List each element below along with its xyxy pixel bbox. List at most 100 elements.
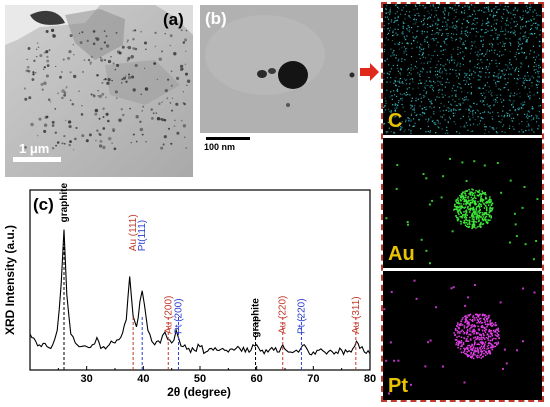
- tem-particle: [100, 47, 103, 50]
- carbon-dot: [525, 10, 527, 12]
- element-dot: [476, 314, 479, 316]
- element-dot: [461, 344, 463, 346]
- carbon-dot: [393, 131, 395, 133]
- element-dot: [484, 330, 486, 332]
- element-dot: [486, 208, 488, 211]
- carbon-dot: [470, 83, 472, 85]
- element-dot: [471, 201, 474, 203]
- carbon-dot: [477, 116, 479, 118]
- carbon-dot: [536, 79, 538, 81]
- panel-label-b: (b): [205, 9, 227, 28]
- carbon-dot: [403, 78, 405, 80]
- carbon-dot: [397, 15, 399, 17]
- tem-particle: [81, 31, 84, 34]
- carbon-dot: [405, 91, 408, 93]
- carbon-dot: [422, 24, 424, 26]
- carbon-dot: [514, 109, 516, 111]
- carbon-dot: [441, 25, 444, 27]
- tem-particle: [186, 79, 191, 84]
- carbon-dot: [496, 94, 498, 96]
- carbon-dot: [468, 109, 470, 111]
- element-dot: [478, 216, 480, 219]
- element-dot: [469, 203, 472, 205]
- carbon-dot: [384, 105, 386, 107]
- element-dot: [424, 365, 427, 368]
- tem-particle: [120, 82, 123, 84]
- carbon-dot: [472, 109, 474, 112]
- carbon-dot: [538, 67, 540, 69]
- element-dot: [472, 213, 474, 216]
- carbon-dot: [506, 20, 508, 22]
- element-dot: [393, 359, 396, 362]
- carbon-dot: [442, 33, 444, 35]
- carbon-dot: [450, 59, 453, 61]
- element-dot: [486, 320, 489, 323]
- carbon-dot: [447, 35, 449, 37]
- carbon-dot: [459, 69, 461, 71]
- carbon-dot: [394, 17, 396, 19]
- carbon-dot: [522, 26, 524, 28]
- carbon-dot: [383, 28, 385, 30]
- element-dot: [489, 339, 491, 342]
- carbon-dot: [413, 109, 415, 111]
- carbon-dot: [422, 48, 424, 50]
- element-dot: [472, 189, 474, 191]
- carbon-dot: [427, 10, 429, 12]
- carbon-dot: [467, 92, 469, 94]
- carbon-dot: [519, 37, 521, 39]
- xrd-peak-label: graphite: [251, 298, 262, 338]
- carbon-dot: [444, 132, 446, 134]
- element-dot: [474, 349, 476, 352]
- carbon-dot: [523, 52, 525, 55]
- carbon-dot: [465, 98, 467, 100]
- carbon-dot: [395, 32, 397, 34]
- carbon-dot: [479, 67, 481, 69]
- carbon-dot: [515, 53, 517, 55]
- carbon-dot: [385, 37, 387, 39]
- tem-particle: [92, 42, 96, 46]
- element-dot: [500, 191, 503, 194]
- carbon-dot: [530, 25, 532, 27]
- carbon-dot: [530, 20, 532, 22]
- carbon-dot: [487, 7, 489, 9]
- element-dot: [481, 201, 484, 203]
- carbon-dot: [480, 117, 482, 119]
- element-dot: [466, 320, 469, 322]
- tem-particle: [23, 87, 27, 90]
- element-dot: [473, 324, 475, 326]
- carbon-dot: [490, 93, 492, 95]
- element-dot: [489, 330, 492, 332]
- tem-particle: [51, 124, 55, 127]
- carbon-dot: [438, 127, 440, 129]
- carbon-dot: [421, 108, 424, 110]
- carbon-dot: [471, 13, 474, 16]
- carbon-dot: [516, 78, 518, 80]
- element-dot: [473, 223, 476, 225]
- element-dot: [486, 201, 488, 203]
- carbon-dot: [457, 46, 459, 48]
- carbon-dot: [411, 32, 414, 34]
- carbon-dot: [460, 87, 462, 89]
- carbon-dot: [525, 31, 527, 33]
- element-dot: [465, 317, 467, 319]
- carbon-dot: [507, 113, 509, 115]
- carbon-dot: [518, 107, 520, 109]
- carbon-dot: [397, 43, 399, 45]
- carbon-dot: [404, 18, 406, 20]
- carbon-dot: [482, 36, 484, 38]
- carbon-dot: [466, 81, 468, 83]
- element-dot: [489, 207, 491, 209]
- element-dot: [481, 356, 484, 358]
- xrd-peak-label: Au (200): [163, 296, 174, 334]
- carbon-dot: [448, 82, 450, 84]
- carbon-dot: [410, 107, 412, 109]
- carbon-dot: [526, 114, 528, 116]
- carbon-dot: [448, 110, 450, 112]
- element-dot: [472, 346, 475, 348]
- carbon-dot: [430, 25, 432, 27]
- carbon-dot: [438, 29, 440, 31]
- carbon-dot: [388, 30, 391, 32]
- carbon-dot: [529, 79, 531, 81]
- tem-particle: [182, 91, 184, 93]
- carbon-dot: [437, 120, 439, 122]
